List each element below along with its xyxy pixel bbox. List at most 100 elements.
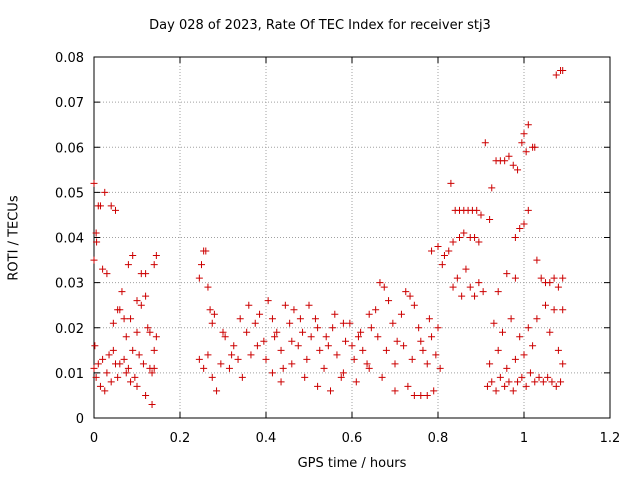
data-point — [559, 360, 567, 368]
data-point — [428, 247, 436, 255]
data-point — [496, 373, 504, 381]
data-point — [129, 252, 137, 260]
data-point — [139, 360, 147, 368]
y-tick-label: 0.06 — [55, 141, 84, 156]
data-point — [503, 270, 511, 278]
data-point — [142, 292, 150, 300]
data-point — [213, 387, 221, 395]
data-point — [434, 324, 442, 332]
data-point — [524, 121, 532, 129]
data-point — [428, 333, 436, 341]
data-point — [281, 301, 289, 309]
data-point — [101, 188, 109, 196]
x-tick-label: 0.6 — [342, 431, 363, 446]
data-point — [501, 382, 509, 390]
data-point — [290, 306, 298, 314]
data-point — [200, 364, 208, 372]
data-point — [554, 283, 562, 291]
data-point — [410, 391, 418, 399]
data-point — [230, 342, 238, 350]
data-point — [268, 369, 276, 377]
data-point — [423, 360, 431, 368]
data-point — [105, 351, 113, 359]
data-point — [466, 283, 474, 291]
data-point — [402, 288, 410, 296]
data-point — [524, 206, 532, 214]
data-point — [202, 247, 210, 255]
data-point — [144, 324, 152, 332]
data-point — [477, 211, 485, 219]
data-point — [415, 324, 423, 332]
data-point — [219, 328, 227, 336]
data-point — [120, 315, 128, 323]
data-point — [305, 301, 313, 309]
data-point — [546, 328, 554, 336]
data-point — [481, 139, 489, 147]
data-point — [475, 279, 483, 287]
data-point — [378, 373, 386, 381]
data-point — [91, 342, 99, 350]
data-point — [458, 292, 466, 300]
data-point — [511, 234, 519, 241]
data-point — [124, 261, 132, 269]
x-axis-label: GPS time / hours — [297, 456, 407, 471]
data-point — [107, 378, 115, 386]
data-point — [404, 382, 412, 390]
data-point — [264, 297, 272, 305]
data-point — [460, 229, 468, 237]
y-tick-label: 0.01 — [55, 367, 84, 382]
data-point — [432, 351, 440, 359]
data-point — [299, 328, 307, 336]
data-point — [419, 346, 427, 354]
data-point — [357, 328, 365, 336]
data-point — [365, 364, 373, 372]
data-point — [206, 306, 214, 314]
data-point — [99, 265, 107, 273]
data-point — [514, 378, 522, 386]
data-point — [557, 378, 565, 386]
data-point — [462, 265, 470, 273]
data-point — [122, 333, 130, 341]
data-point — [294, 342, 302, 350]
data-point — [499, 328, 506, 336]
data-point — [520, 220, 528, 228]
data-point — [507, 315, 515, 323]
data-point — [520, 130, 528, 138]
data-point — [350, 355, 358, 363]
data-point — [329, 324, 337, 332]
data-point — [152, 333, 160, 341]
data-point — [542, 301, 549, 309]
data-point — [342, 337, 350, 345]
data-point — [150, 364, 158, 372]
data-point — [322, 333, 330, 341]
data-point — [127, 378, 135, 386]
data-point — [150, 346, 158, 354]
data-point — [311, 315, 319, 323]
data-point — [430, 387, 438, 395]
data-point — [559, 306, 567, 314]
data-point — [447, 179, 455, 187]
data-point — [417, 391, 425, 399]
data-point — [533, 256, 541, 264]
data-point — [533, 315, 541, 323]
data-point — [320, 364, 328, 372]
data-point — [453, 274, 461, 282]
data-point — [539, 378, 547, 386]
data-point — [346, 319, 354, 327]
data-point — [389, 319, 397, 327]
data-point — [208, 319, 216, 327]
data-point — [114, 306, 122, 314]
data-point — [277, 346, 285, 354]
data-point — [204, 351, 212, 359]
data-point — [406, 292, 414, 300]
data-point — [96, 202, 104, 210]
data-point — [488, 184, 496, 192]
data-point — [374, 333, 382, 341]
data-point — [352, 378, 360, 386]
data-point — [333, 351, 341, 359]
y-tick-label: 0.08 — [55, 51, 84, 66]
data-point — [471, 292, 479, 300]
data-point — [262, 355, 270, 363]
y-tick-label: 0.03 — [55, 277, 84, 292]
data-point — [372, 306, 380, 314]
